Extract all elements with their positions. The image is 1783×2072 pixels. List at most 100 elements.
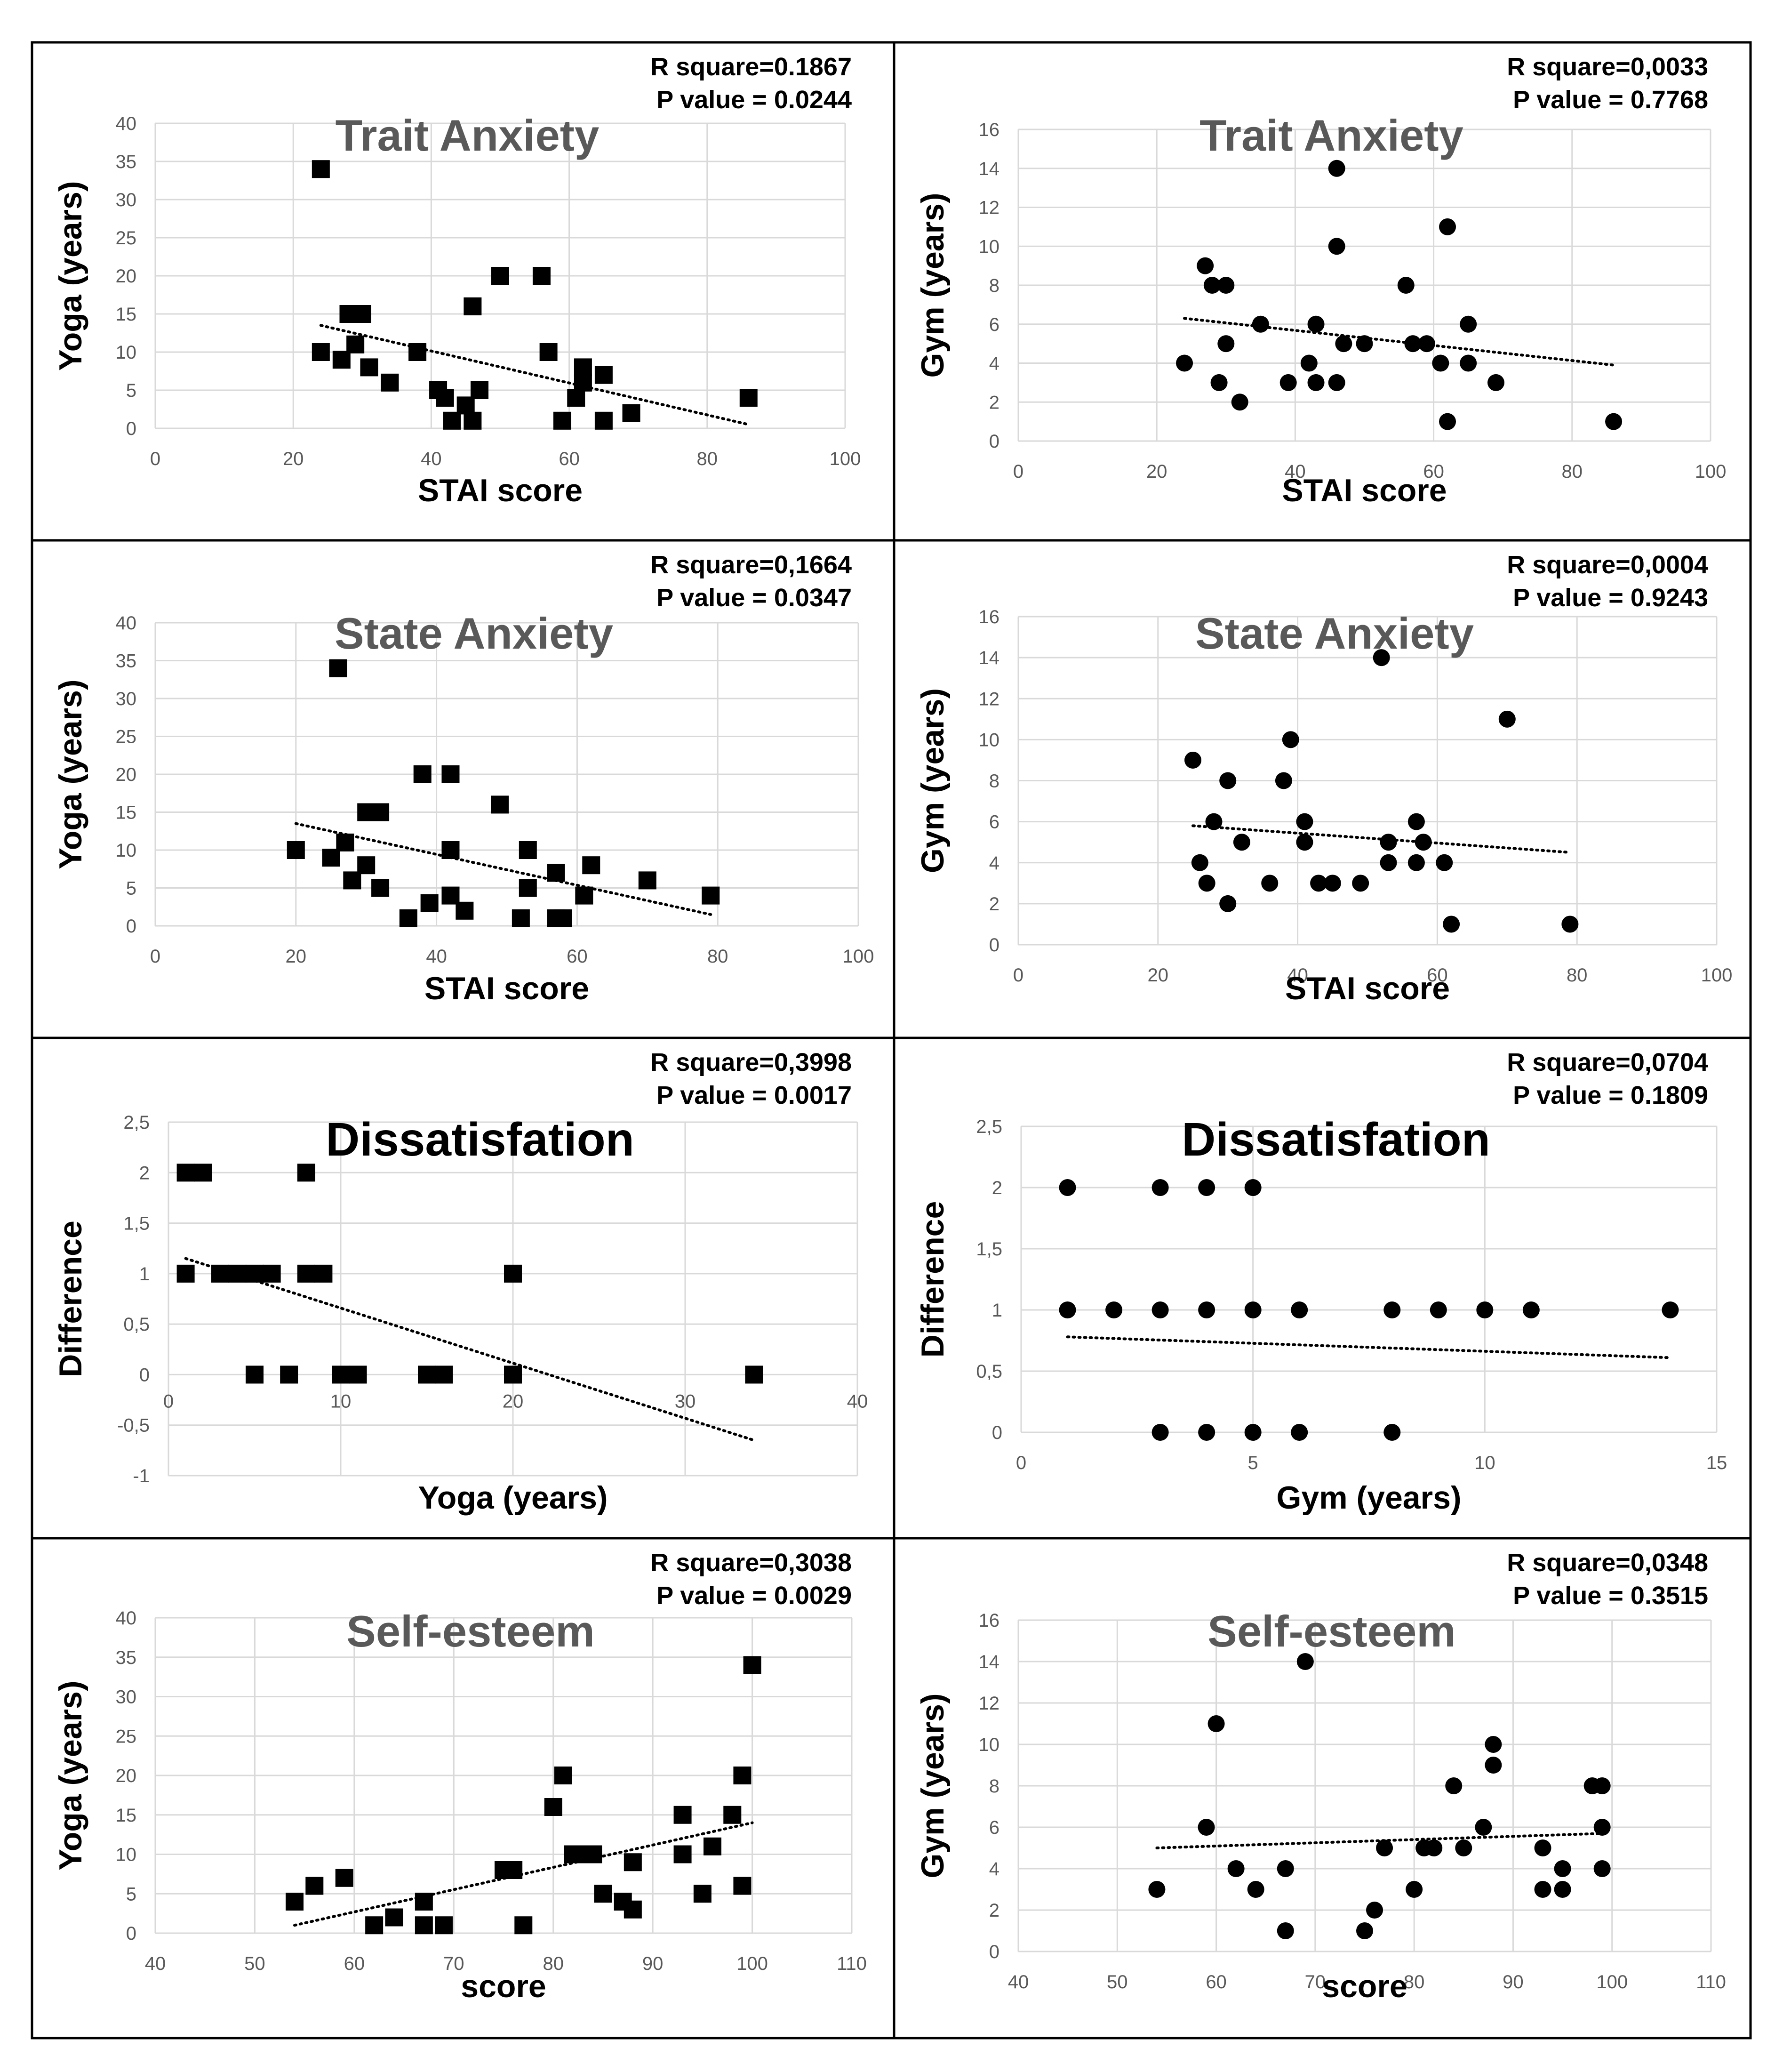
data-point <box>1460 315 1477 333</box>
y-tick-label: 12 <box>979 198 1000 218</box>
x-tick-label: 60 <box>559 449 580 469</box>
x-tick-label: 80 <box>707 946 728 967</box>
r-square-label: R square=0,1664 <box>650 551 852 579</box>
chart-title: State Anxiety <box>335 609 613 658</box>
data-point <box>1430 1301 1447 1318</box>
data-point <box>1554 1860 1571 1877</box>
p-value-label: P value = 0.3515 <box>1513 1582 1708 1610</box>
data-point <box>1485 1736 1502 1753</box>
data-point <box>1310 875 1327 892</box>
y-tick-label: -1 <box>133 1466 150 1486</box>
x-tick-label: 110 <box>1696 1972 1726 1992</box>
data-point <box>1207 1715 1225 1732</box>
y-tick-label: 1,5 <box>976 1239 1002 1260</box>
x-tick-label: 20 <box>503 1391 524 1412</box>
chart-title: Trait Anxiety <box>336 111 600 160</box>
y-tick-label: 20 <box>116 764 137 785</box>
y-tick-label: 2 <box>989 1900 999 1921</box>
data-point <box>1487 374 1504 391</box>
r-square-label: R square=0.1867 <box>650 53 852 81</box>
chart-title: Trait Anxiety <box>1199 111 1463 160</box>
data-point <box>441 886 460 905</box>
data-point <box>1418 335 1435 353</box>
chart-panel: 0 2 4 6 8 10 12 14 16 0 20 40 60 80 100 State Anxiety R … <box>915 551 1732 1006</box>
data-point <box>360 358 378 377</box>
x-axis-title: score <box>1322 1968 1407 2004</box>
data-point <box>1561 916 1579 933</box>
data-point <box>415 1893 433 1911</box>
data-point <box>1662 1301 1679 1318</box>
data-point <box>1148 1881 1166 1898</box>
y-tick-label: 2 <box>989 894 999 915</box>
data-point <box>1328 160 1345 177</box>
x-tick-label: 0 <box>163 1391 174 1412</box>
data-point <box>1407 854 1425 871</box>
data-point <box>1455 1839 1472 1856</box>
y-tick-label: 30 <box>116 689 137 709</box>
y-axis-title: Yoga (years) <box>53 181 88 370</box>
y-tick-label: 2,5 <box>976 1116 1002 1137</box>
y-tick-label: 14 <box>979 1652 1000 1672</box>
y-tick-label: 0,5 <box>976 1361 1002 1382</box>
x-tick-label: 40 <box>1008 1972 1029 1992</box>
y-tick-label: 12 <box>979 689 1000 709</box>
data-point <box>1210 374 1228 391</box>
data-point <box>673 1845 692 1863</box>
data-point <box>1436 854 1453 871</box>
x-axis-title: STAI score <box>418 473 583 508</box>
data-point <box>1300 354 1318 372</box>
data-point <box>1380 834 1397 851</box>
data-point <box>594 1885 612 1903</box>
data-point <box>733 1877 752 1895</box>
figure-border <box>31 41 1752 2040</box>
data-point <box>297 1264 315 1283</box>
y-tick-label: 35 <box>116 651 137 672</box>
data-point <box>1356 1922 1373 1939</box>
y-tick-label: 4 <box>989 853 999 874</box>
r-square-label: R square=0,0033 <box>1507 53 1708 81</box>
y-tick-label: 10 <box>979 730 1000 750</box>
y-axis-title: Yoga (years) <box>53 1680 88 1870</box>
data-point <box>471 381 489 399</box>
x-tick-label: 40 <box>426 946 447 967</box>
data-point <box>1593 1860 1611 1877</box>
data-point <box>357 856 376 875</box>
data-point <box>1059 1301 1076 1318</box>
data-point <box>504 1264 522 1283</box>
data-point <box>1151 1179 1169 1196</box>
data-point <box>176 1164 195 1182</box>
data-point <box>723 1806 742 1824</box>
y-tick-label: 10 <box>116 342 137 363</box>
data-point <box>1059 1179 1076 1196</box>
data-point <box>1476 1301 1494 1318</box>
data-point <box>228 1264 247 1283</box>
y-tick-label: 40 <box>116 1608 137 1629</box>
x-tick-label: 100 <box>830 449 861 469</box>
x-tick-label: 5 <box>1248 1453 1258 1473</box>
x-tick-label: 90 <box>642 1953 664 1974</box>
data-point <box>673 1806 692 1824</box>
y-tick-label: 14 <box>979 648 1000 668</box>
trendline <box>184 1257 756 1442</box>
trendline <box>319 324 750 426</box>
data-point <box>1244 1301 1262 1318</box>
data-point <box>1296 813 1313 830</box>
p-value-label: P value = 0.1809 <box>1513 1081 1708 1109</box>
data-point <box>491 795 509 814</box>
y-tick-label: 4 <box>989 353 999 374</box>
y-tick-label: 35 <box>116 152 137 172</box>
x-axis-title: score <box>461 1968 546 2004</box>
data-point <box>176 1264 195 1283</box>
y-tick-label: 30 <box>116 190 137 210</box>
data-point <box>1233 834 1250 851</box>
data-point <box>704 1837 721 1855</box>
x-tick-label: 110 <box>837 1953 867 1974</box>
data-point <box>1404 335 1422 353</box>
data-point <box>575 886 593 905</box>
data-point <box>1219 772 1237 789</box>
x-tick-label: 100 <box>736 1953 768 1974</box>
data-point <box>1324 875 1341 892</box>
data-point <box>1352 875 1369 892</box>
y-tick-label: 10 <box>979 236 1000 257</box>
data-point <box>1376 1839 1393 1856</box>
